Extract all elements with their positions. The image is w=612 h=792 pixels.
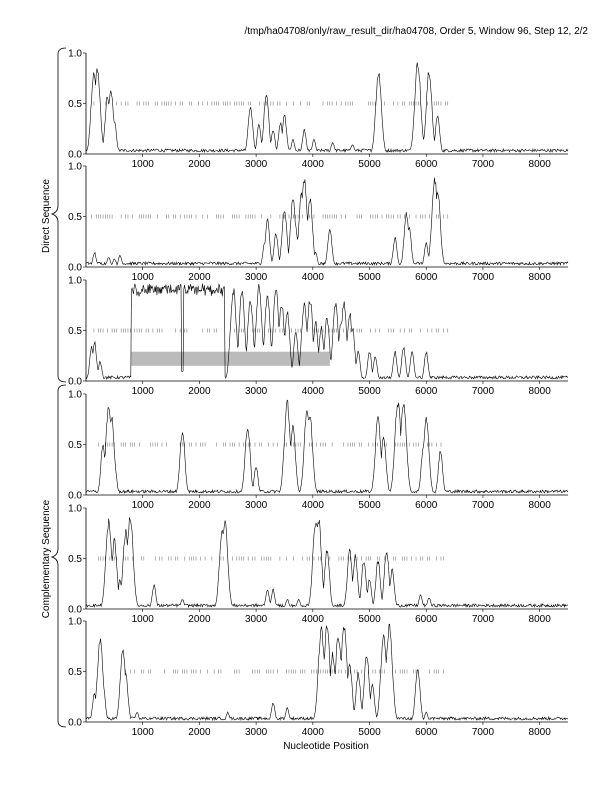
- y-tick-label: 0.0: [68, 150, 82, 161]
- x-tick-label: 5000: [358, 500, 381, 511]
- y-tick-label: 0.5: [68, 212, 82, 223]
- x-tick-label: 2000: [188, 727, 211, 738]
- direct-bracket: [50, 47, 67, 383]
- x-tick-label: 8000: [529, 500, 552, 511]
- y-tick-label: 1.0: [68, 390, 82, 401]
- x-tick-label: 6000: [415, 159, 438, 170]
- y-tick-label: 0.5: [68, 326, 82, 337]
- panel-4: 0.0 0.5 1.0 1000 2000 3000 4000 5000 6000 7000 800…: [68, 390, 569, 511]
- x-tick-label: 3000: [245, 727, 268, 738]
- x-tick-label: 1000: [132, 159, 155, 170]
- x-tick-label: 5000: [358, 727, 381, 738]
- x-tick-label: 3000: [245, 386, 268, 397]
- panel-5: 0.0 0.5 1.0 1000 2000 3000 4000 5000 6000 7000 800…: [68, 504, 569, 625]
- x-tick-label: 1000: [132, 614, 155, 625]
- threshold-dashes: [98, 442, 442, 447]
- panel-6: 0.0 0.5 1.0 1000 2000 3000 4000 5000 6000 7000 800…: [68, 617, 569, 738]
- x-tick-label: 8000: [529, 614, 552, 625]
- threshold-dashes: [93, 328, 449, 333]
- y-tick-label: 1.0: [68, 617, 82, 628]
- x-tick-label: 3000: [245, 500, 268, 511]
- x-tick-label: 6000: [415, 614, 438, 625]
- x-tick-label: 2000: [188, 614, 211, 625]
- y-tick-label: 0.0: [68, 605, 82, 616]
- x-tick-label: 3000: [245, 272, 268, 283]
- x-tick-label: 4000: [302, 500, 325, 511]
- x-tick-label: 5000: [358, 614, 381, 625]
- x-tick-label: 8000: [529, 386, 552, 397]
- panel-3: 0.0 0.5 1.0 1000 2000 3000 4000 5000 6000 7000 800…: [68, 276, 569, 397]
- y-tick-label: 0.5: [68, 554, 82, 565]
- x-tick-label: 6000: [415, 386, 438, 397]
- x-tick-label: 3000: [245, 614, 268, 625]
- panel-1: 0.0 0.5 1.0 1000 2000 3000 4000 5000 6000 7000 800…: [68, 49, 569, 170]
- x-tick-label: 4000: [302, 614, 325, 625]
- highlight-band: [131, 351, 330, 366]
- x-tick-label: 2000: [188, 386, 211, 397]
- x-tick-label: 1000: [132, 727, 155, 738]
- panel-2: 0.0 0.5 1.0 1000 2000 3000 4000 5000 6000 7000 800…: [68, 162, 569, 283]
- x-tick-label: 4000: [302, 386, 325, 397]
- x-tick-label: 4000: [302, 727, 325, 738]
- y-tick-label: 0.0: [68, 491, 82, 502]
- x-tick-label: 6000: [415, 500, 438, 511]
- x-tick-label: 1000: [132, 272, 155, 283]
- y-tick-label: 1.0: [68, 504, 82, 515]
- x-tick-label: 7000: [472, 159, 495, 170]
- x-tick-label: 8000: [529, 727, 552, 738]
- x-tick-label: 5000: [358, 272, 381, 283]
- x-tick-label: 5000: [358, 159, 381, 170]
- threshold-dashes: [98, 556, 444, 561]
- x-tick-label: 4000: [302, 159, 325, 170]
- y-tick-label: 0.5: [68, 667, 82, 678]
- series-line: [85, 283, 569, 380]
- x-axis-label: Nucleotide Position: [283, 741, 369, 752]
- y-tick-label: 0.5: [68, 440, 82, 451]
- series-line: [85, 399, 569, 495]
- x-tick-label: 8000: [529, 272, 552, 283]
- threshold-dashes: [91, 214, 449, 219]
- y-tick-label: 0.5: [68, 99, 82, 110]
- x-tick-label: 7000: [472, 386, 495, 397]
- x-tick-label: 8000: [529, 159, 552, 170]
- x-tick-label: 7000: [472, 500, 495, 511]
- x-tick-label: 1000: [132, 500, 155, 511]
- x-tick-label: 6000: [415, 272, 438, 283]
- series-line: [85, 177, 569, 267]
- direct-axis-label: Direct Sequence: [41, 179, 52, 253]
- y-tick-label: 1.0: [68, 276, 82, 287]
- x-tick-label: 2000: [188, 159, 211, 170]
- x-tick-label: 6000: [415, 727, 438, 738]
- x-tick-label: 2000: [188, 500, 211, 511]
- x-tick-label: 3000: [245, 159, 268, 170]
- threshold-dashes: [93, 101, 449, 106]
- x-tick-label: 7000: [472, 727, 495, 738]
- y-tick-label: 1.0: [68, 49, 82, 60]
- y-tick-label: 0.0: [68, 263, 82, 274]
- complementary-axis-label: Complementary Sequence: [41, 499, 52, 618]
- complementary-bracket: [50, 384, 67, 728]
- x-tick-label: 5000: [358, 386, 381, 397]
- series-line: [85, 623, 569, 722]
- x-tick-label: 7000: [472, 614, 495, 625]
- y-tick-label: 0.0: [68, 377, 82, 388]
- threshold-dashes: [125, 669, 444, 674]
- y-tick-label: 1.0: [68, 162, 82, 173]
- x-tick-label: 2000: [188, 272, 211, 283]
- page-title: /tmp/ha04708/only/raw_result_dir/ha04708…: [244, 26, 588, 37]
- panels: 0.0 0.5 1.0 1000 2000 3000 4000 5000 6000 7000 800…: [68, 49, 569, 738]
- x-tick-label: 4000: [302, 272, 325, 283]
- y-tick-label: 0.0: [68, 718, 82, 729]
- series-line: [86, 517, 569, 609]
- x-tick-label: 1000: [132, 386, 155, 397]
- series-line: [85, 62, 569, 153]
- x-tick-label: 7000: [472, 272, 495, 283]
